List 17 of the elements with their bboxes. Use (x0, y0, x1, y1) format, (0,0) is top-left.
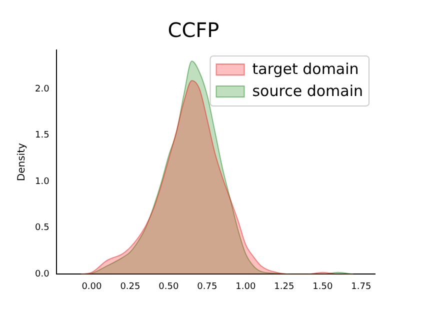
legend-label: target domain (252, 60, 359, 78)
x-tick-label: 1.00 (236, 282, 256, 292)
y-tick-label: 2.0 (34, 84, 50, 94)
chart-title: CCFP (168, 18, 220, 42)
x-tick-label: 0.75 (197, 282, 218, 292)
y-tick-label: 0.5 (34, 223, 50, 234)
y-tick-label: 1.0 (34, 176, 50, 187)
legend-label: source domain (252, 82, 364, 100)
y-tick-label: 0.0 (34, 270, 50, 280)
x-tick-label: 1.50 (312, 282, 333, 292)
x-tick-label: 0.25 (120, 282, 140, 292)
x-tick-label: 1.25 (274, 282, 294, 292)
x-tick-label: 1.75 (351, 282, 372, 292)
y-tick-label: 1.5 (34, 130, 50, 141)
x-tick-label: 0.50 (158, 282, 179, 292)
y-axis-title: Density (16, 143, 28, 182)
x-tick-label: 0.00 (82, 282, 102, 292)
